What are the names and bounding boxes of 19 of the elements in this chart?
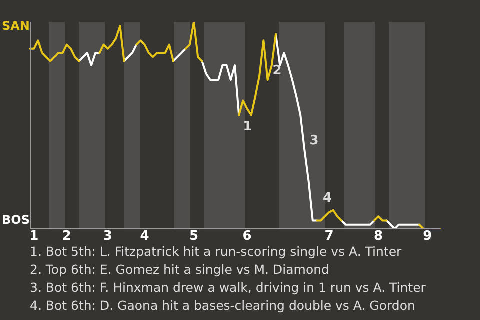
x-tick-label: 1 [30,229,39,244]
annotation: 1 [243,120,252,135]
x-tick-label: 6 [242,229,252,244]
x-tick-label: 4 [140,229,150,244]
text: 2. Top 6th: E. Gomez hit a single vs M. Diamond [30,261,330,279]
text: BOS [2,213,30,227]
x-tick-label: 5 [189,229,199,244]
x-tick-label: 8 [374,229,384,244]
text: 3. Bot 6th: F. Hinxman drew a walk, driving in 1 run vs A. Tinter [30,279,426,297]
x-tick-label: 9 [423,229,432,244]
x-tick-label: 7 [324,229,334,244]
annotation: 3 [310,134,319,149]
x-tick-label: 2 [62,229,72,244]
text: 4. Bot 6th: D. Gaona hit a bases-clearing double vs A. Gordon [30,297,416,315]
x-tick-label: 3 [103,229,112,244]
text: SAN [2,19,30,33]
text: 1. Bot 5th: L. Fitzpatrick hit a run-scoring single vs A. Tinter [30,243,403,261]
annotation: 4 [323,191,332,206]
annotation: 2 [272,63,282,78]
